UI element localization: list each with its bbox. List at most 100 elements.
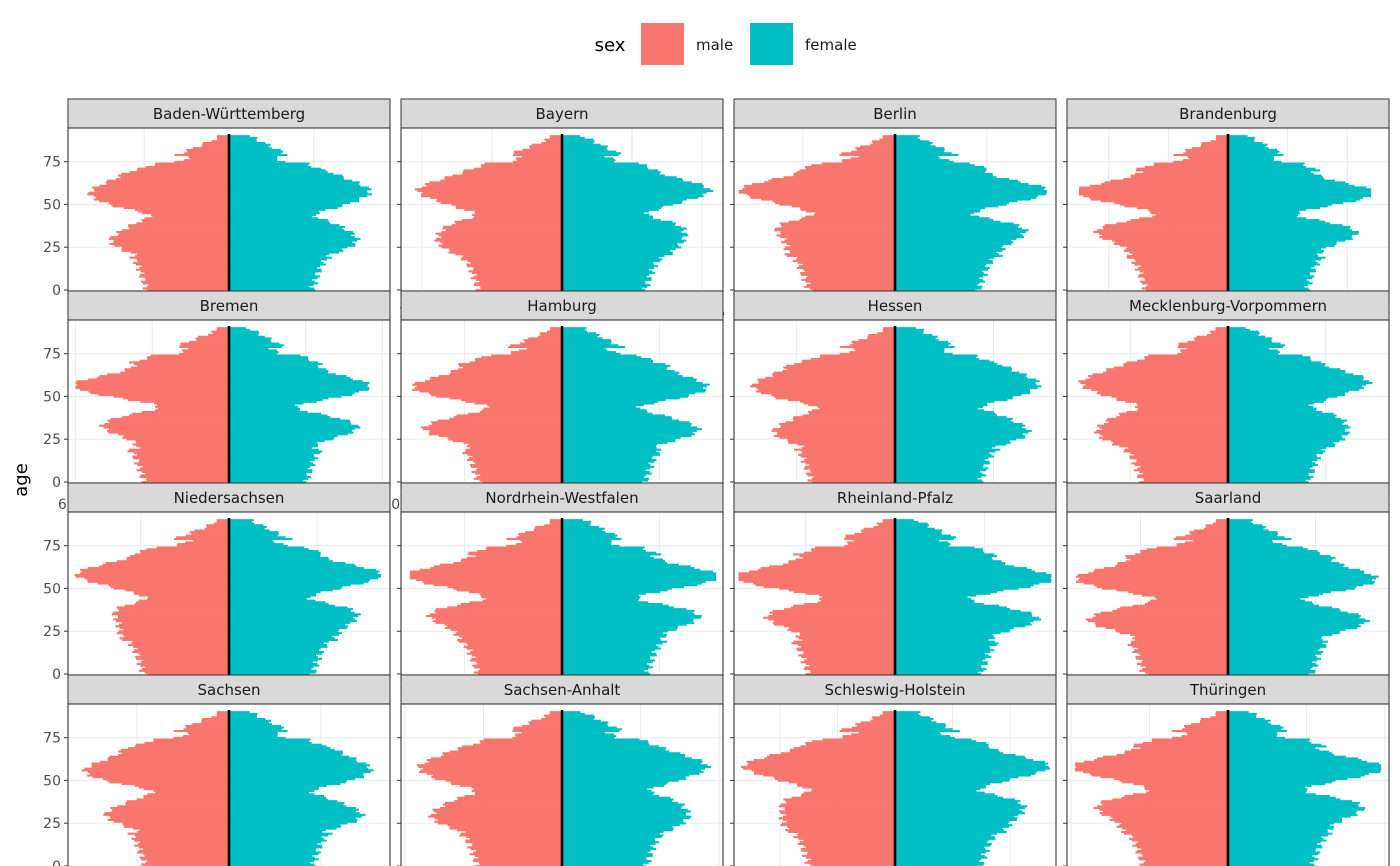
bar-male (471, 272, 562, 275)
bar-female (895, 796, 1004, 799)
bar-male (856, 148, 895, 151)
bar-male (134, 649, 229, 652)
bar-male (1131, 462, 1228, 465)
bar-male (433, 584, 562, 587)
bar-male (541, 141, 562, 145)
bar-male (763, 585, 895, 588)
bar-female (1228, 373, 1354, 376)
bar-male (94, 189, 230, 193)
bar-male (538, 335, 562, 338)
bar-male (1075, 575, 1228, 578)
bar-male (117, 174, 229, 177)
bar-male (1140, 549, 1228, 553)
bar-male (477, 467, 562, 470)
bar-male (839, 153, 895, 157)
bar-male (786, 368, 895, 371)
bar-female (1228, 448, 1322, 451)
bar-female (562, 555, 651, 558)
bar-male (1110, 179, 1228, 182)
bar-female (562, 657, 650, 660)
bar-female (1228, 395, 1338, 398)
bar-male (839, 729, 895, 733)
bar-male (138, 275, 229, 278)
bar-female (229, 201, 351, 204)
bar-male (455, 205, 562, 208)
bar-male (799, 218, 895, 222)
bar-male (787, 825, 895, 828)
bar-male (1178, 344, 1228, 347)
y-tick-label: 0 (52, 859, 61, 866)
bar-male (471, 470, 562, 473)
bar-male (1085, 378, 1228, 381)
bar-male (465, 400, 562, 403)
bar-female (895, 477, 978, 480)
bar-female (1228, 171, 1311, 174)
bar-male (480, 741, 562, 745)
bar-female (562, 623, 687, 626)
bar-female (1228, 225, 1351, 228)
bar-male (442, 242, 562, 246)
facet-strip (733, 290, 1057, 321)
bar-female (1228, 392, 1346, 395)
bar-male (477, 273, 562, 276)
bar-male (804, 602, 895, 606)
bar-male (1138, 407, 1228, 410)
bar-male (785, 800, 895, 803)
bar-male (134, 834, 229, 837)
bar-female (229, 357, 309, 361)
bar-male (779, 436, 895, 439)
bar-female (229, 460, 310, 463)
bar-male (424, 762, 562, 765)
bar-male (756, 387, 895, 390)
bar-male (482, 599, 562, 602)
bar-female (1228, 580, 1375, 583)
bar-male (458, 364, 562, 367)
bar-female (1228, 184, 1355, 187)
bar-male (426, 614, 562, 618)
bar-male (75, 387, 230, 390)
bar-male (147, 793, 229, 796)
bar-female (562, 261, 654, 264)
bar-male (461, 558, 562, 561)
bar-male (1131, 640, 1228, 643)
bar-male (1113, 441, 1228, 444)
bar-female (1228, 193, 1372, 196)
bar-female (1228, 407, 1317, 410)
bar-male (489, 405, 562, 408)
bar-male (471, 786, 562, 789)
bar-male (547, 330, 562, 333)
bar-female (562, 860, 652, 863)
bar-male (476, 469, 562, 472)
bar-female (562, 138, 594, 141)
bar-female (1228, 662, 1317, 665)
bar-female (1228, 621, 1365, 624)
bar-female (895, 757, 1027, 760)
bar-female (1228, 445, 1335, 448)
bar-male (1186, 731, 1228, 734)
bar-male (184, 152, 229, 155)
bar-male (1215, 327, 1228, 330)
bar-female (229, 470, 313, 473)
bar-female (562, 625, 678, 628)
bar-male (1137, 856, 1228, 859)
bar-female (895, 621, 1031, 624)
bar-male (154, 402, 229, 405)
bar-male (453, 561, 562, 565)
bar-male (789, 750, 895, 753)
bar-female (562, 335, 598, 338)
bar-female (1228, 188, 1372, 191)
bar-female (562, 477, 649, 480)
bar-male (117, 560, 229, 563)
bar-male (424, 183, 562, 186)
bar-female (229, 846, 323, 849)
bar-male (811, 549, 895, 553)
bar-male (529, 147, 562, 150)
bar-female (562, 519, 583, 522)
bar-male (545, 140, 562, 143)
bar-male (84, 767, 229, 770)
bar-male (775, 777, 895, 780)
bar-male (189, 157, 229, 160)
bar-male (531, 719, 562, 722)
bar-female (229, 152, 282, 155)
bar-female (562, 141, 594, 145)
